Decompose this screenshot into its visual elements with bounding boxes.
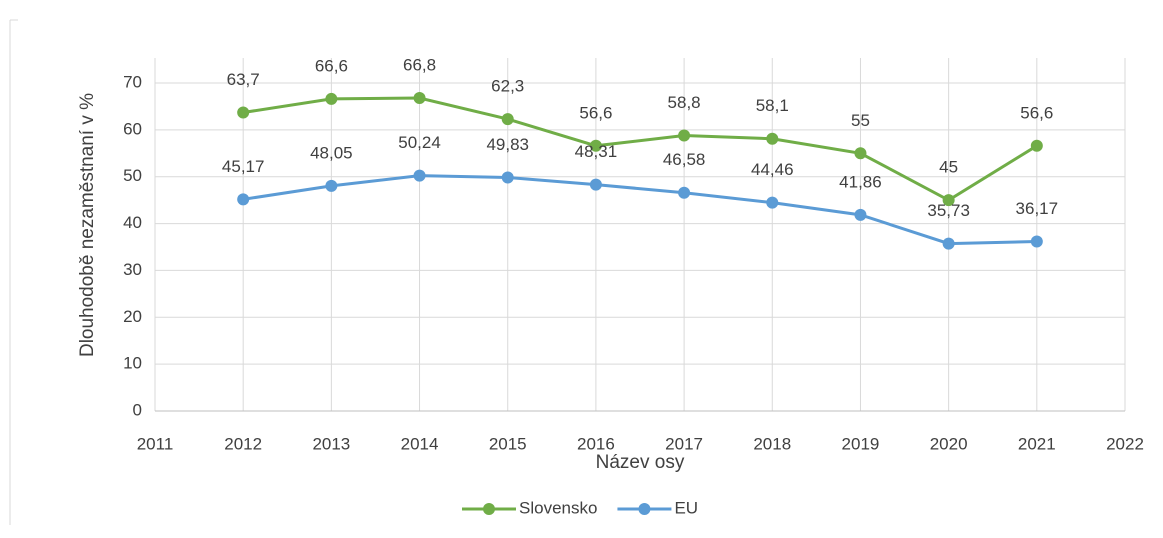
data-label: 49,83 — [486, 135, 529, 154]
data-label: 35,73 — [927, 201, 970, 220]
legend-label: Slovensko — [519, 498, 597, 517]
point — [237, 106, 250, 119]
point — [678, 129, 691, 142]
point — [237, 193, 250, 206]
data-label: 36,17 — [1016, 199, 1059, 218]
data-label: 44,46 — [751, 160, 794, 179]
x-tick-label: 2019 — [842, 434, 880, 453]
y-tick-label: 40 — [123, 213, 142, 232]
x-tick-label: 2020 — [930, 434, 968, 453]
y-tick-label: 20 — [123, 307, 142, 326]
point — [325, 179, 338, 192]
y-tick-label: 0 — [133, 400, 142, 419]
data-label: 56,6 — [1020, 103, 1053, 122]
data-label: 45 — [939, 158, 958, 177]
data-label: 63,7 — [227, 70, 260, 89]
point — [1030, 139, 1043, 152]
point — [501, 113, 514, 126]
point — [413, 169, 426, 182]
data-label: 45,17 — [222, 157, 265, 176]
data-label: 66,8 — [403, 55, 436, 74]
data-label: 58,1 — [756, 96, 789, 115]
point — [678, 186, 691, 199]
point — [1030, 235, 1043, 248]
x-tick-label: 2022 — [1106, 434, 1144, 453]
point — [942, 194, 955, 207]
series-line — [242, 96, 1038, 202]
legend-label: EU — [674, 498, 698, 517]
point — [854, 208, 867, 221]
data-label: 62,3 — [491, 77, 524, 96]
y-axis-title: Dlouhodobě nezaměstnaní v % — [77, 93, 98, 357]
x-tick-label: 2018 — [753, 434, 791, 453]
legend-marker — [638, 503, 651, 515]
point — [942, 237, 955, 250]
y-tick-label: 60 — [123, 119, 142, 138]
point — [501, 171, 514, 184]
legend-marker — [483, 503, 495, 515]
data-label: 46,58 — [663, 150, 706, 169]
data-label: 41,86 — [839, 172, 882, 191]
point — [854, 147, 867, 160]
series-line — [242, 174, 1037, 246]
y-tick-label: 10 — [123, 354, 142, 373]
point — [766, 132, 779, 145]
point — [413, 91, 426, 104]
x-tick-label: 2014 — [401, 434, 439, 453]
x-tick-label: 2011 — [137, 434, 174, 453]
y-tick-label: 50 — [123, 166, 142, 185]
data-label: 58,8 — [668, 93, 701, 112]
data-label: 48,05 — [310, 143, 353, 162]
data-label: 56,6 — [579, 103, 612, 122]
data-label: 55 — [851, 111, 870, 130]
point — [766, 196, 779, 209]
data-label: 48,31 — [575, 142, 618, 161]
x-tick-label: 2015 — [489, 434, 527, 453]
data-label: 50,24 — [398, 133, 441, 152]
x-tick-label: 2021 — [1018, 434, 1056, 453]
y-tick-label: 30 — [123, 260, 142, 279]
point — [589, 139, 602, 152]
x-tick-label: 2017 — [665, 434, 703, 453]
chart-frame-corner — [9, 19, 18, 28]
x-axis-title: Název osy — [596, 452, 685, 473]
x-tick-label: 2016 — [577, 434, 615, 453]
data-label: 66,6 — [315, 56, 348, 75]
x-tick-label: 2012 — [224, 434, 262, 453]
point — [589, 178, 602, 191]
point — [325, 92, 338, 105]
y-tick-label: 70 — [123, 72, 142, 91]
x-tick-label: 2013 — [312, 434, 350, 453]
